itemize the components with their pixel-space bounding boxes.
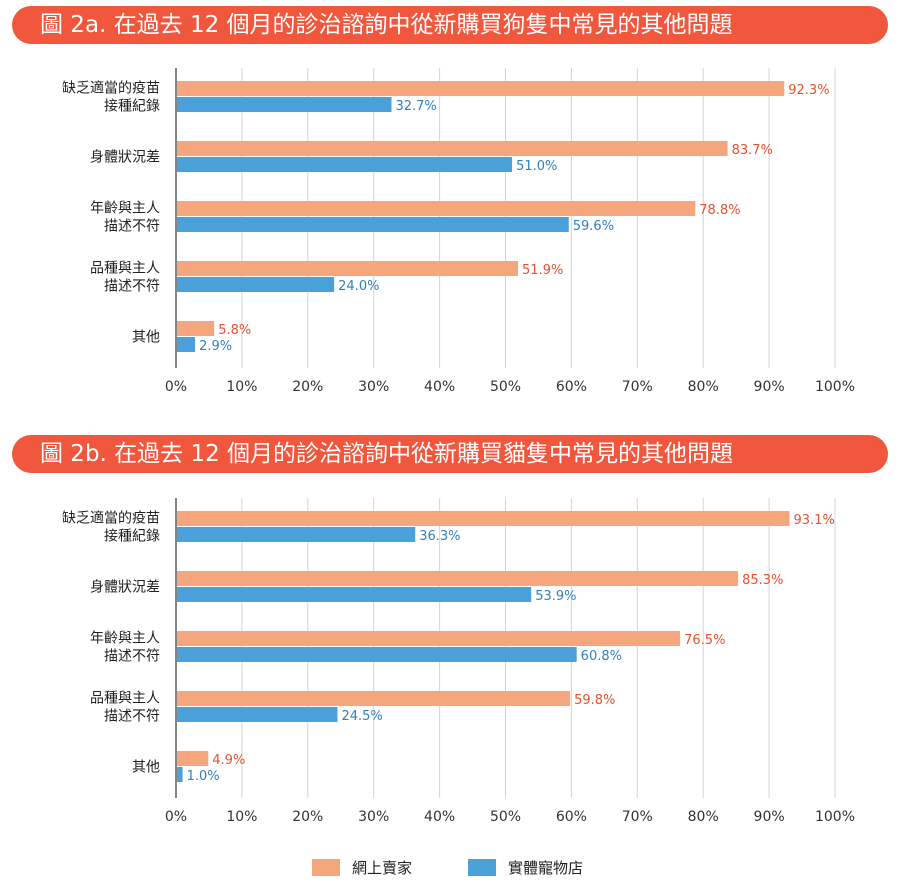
chart-b-x-tick-label: 10% xyxy=(226,809,257,825)
chart-b-x-tick-label: 0% xyxy=(165,809,187,825)
chart-a-bar-store xyxy=(177,217,569,232)
chart-a-x-tick-label: 90% xyxy=(754,379,785,395)
legend-item-online: 網上賣家 xyxy=(312,854,412,880)
chart-a-data-label-online: 92.3% xyxy=(788,83,829,98)
chart-b-bar-store xyxy=(177,707,338,722)
chart-b-data-label-store: 36.3% xyxy=(419,529,460,544)
chart-b-bar-online xyxy=(177,631,681,646)
chart-a: 0% 10% 20% 30% 40% 50% 60% 70% 80% 90% 100% 缺乏適當的疫苗… xyxy=(62,68,855,395)
legend-swatch-online xyxy=(312,858,340,876)
chart-a-x-tick-label: 30% xyxy=(358,379,389,395)
chart-a-bar-store xyxy=(177,277,335,292)
chart-b-bar-online xyxy=(177,751,209,766)
chart-a-bar-store xyxy=(177,97,392,112)
chart-b-x-tick-label: 40% xyxy=(424,809,455,825)
chart-a-x-tick-label: 100% xyxy=(815,379,855,395)
chart-b-category-label: 年齡與主人描述不符 xyxy=(90,631,160,665)
chart-b-data-label-store: 60.8% xyxy=(581,649,622,664)
chart-b-x-tick-label: 100% xyxy=(815,809,855,825)
chart-a-bar-online xyxy=(177,201,696,216)
chart-a-category-label: 年齡與主人描述不符 xyxy=(90,201,160,235)
chart-b-data-label-online: 59.8% xyxy=(574,693,615,708)
chart-a-x-tick-label: 40% xyxy=(424,379,455,395)
chart-b-category-label: 品種與主人描述不符 xyxy=(90,691,160,725)
chart-b-title: 圖 2b. 在過去 12 個月的診治諮詢中從新購買貓隻中常見的其他問題 xyxy=(12,435,888,473)
legend-item-store: 實體寵物店 xyxy=(468,854,583,880)
chart-a-category-label: 品種與主人描述不符 xyxy=(90,261,160,295)
chart-a-bar-online xyxy=(177,81,785,96)
chart-b-data-label-store: 1.0% xyxy=(187,769,220,784)
chart-b-category-label: 缺乏適當的疫苗接種紀錄 xyxy=(62,510,160,545)
chart-a-x-tick-label: 10% xyxy=(226,379,257,395)
chart-b-data-label-online: 4.9% xyxy=(212,753,245,768)
legend-label-online: 網上賣家 xyxy=(352,858,413,877)
legend-label-store: 實體寵物店 xyxy=(508,858,584,877)
chart-a-title: 圖 2a. 在過去 12 個月的診治諮詢中從新購買狗隻中常見的其他問題 xyxy=(12,6,888,44)
chart-b-bar-online xyxy=(177,571,739,586)
chart-b-x-tick-label: 90% xyxy=(754,809,785,825)
chart-a-bar-store xyxy=(177,337,196,352)
chart-a-x-tick-label: 70% xyxy=(622,379,653,395)
chart-b-x-tick-label: 20% xyxy=(292,809,323,825)
chart-b-x-tick-label: 60% xyxy=(556,809,587,825)
chart-b-data-label-online: 76.5% xyxy=(684,633,725,648)
chart-b-data-label-online: 85.3% xyxy=(742,573,783,588)
chart-a-data-label-store: 24.0% xyxy=(338,279,379,294)
chart-a-bar-online xyxy=(177,261,519,276)
chart-a-x-tick-label: 0% xyxy=(165,379,187,395)
chart-a-data-label-store: 51.0% xyxy=(516,159,557,174)
chart-b-data-label-online: 93.1% xyxy=(794,513,835,528)
chart-a-data-label-store: 32.7% xyxy=(395,99,436,114)
chart-a-bar-online xyxy=(177,141,728,156)
chart-a-category-label: 缺乏適當的疫苗接種紀錄 xyxy=(62,80,160,115)
chart-b: 0% 10% 20% 30% 40% 50% 60% 70% 80% 90% 100% 缺乏適當的疫苗… xyxy=(62,498,855,825)
legend-swatch-store xyxy=(468,858,496,876)
chart-b-bar-store xyxy=(177,587,532,602)
chart-b-data-label-store: 24.5% xyxy=(341,709,382,724)
chart-b-bar-store xyxy=(177,527,416,542)
chart-b-bar-online xyxy=(177,511,790,526)
chart-b-x-tick-label: 70% xyxy=(622,809,653,825)
chart-b-category-label: 身體狀況差 xyxy=(90,580,160,596)
chart-b-bar-online xyxy=(177,691,571,706)
chart-b-category-label: 其他 xyxy=(132,760,160,776)
chart-a-x-tick-label: 50% xyxy=(490,379,521,395)
chart-a-x-tick-label: 80% xyxy=(688,379,719,395)
chart-b-data-label-store: 53.9% xyxy=(535,589,576,604)
chart-b-x-tick-label: 50% xyxy=(490,809,521,825)
chart-a-category-label: 身體狀況差 xyxy=(90,150,160,166)
chart-b-bar-store xyxy=(177,767,183,782)
chart-a-data-label-online: 78.8% xyxy=(699,203,740,218)
chart-b-bar-store xyxy=(177,647,577,662)
chart-b-x-tick-label: 30% xyxy=(358,809,389,825)
chart-a-data-label-store: 59.6% xyxy=(573,219,614,234)
chart-a-bar-online xyxy=(177,321,215,336)
chart-a-data-label-online: 83.7% xyxy=(732,143,773,158)
chart-a-data-label-online: 51.9% xyxy=(522,263,563,278)
chart-a-bar-store xyxy=(177,157,513,172)
chart-a-data-label-store: 2.9% xyxy=(199,339,232,354)
chart-b-x-tick-label: 80% xyxy=(688,809,719,825)
chart-a-data-label-online: 5.8% xyxy=(218,323,251,338)
chart-a-x-tick-label: 60% xyxy=(556,379,587,395)
chart-a-category-label: 其他 xyxy=(132,330,160,346)
chart-a-x-tick-label: 20% xyxy=(292,379,323,395)
